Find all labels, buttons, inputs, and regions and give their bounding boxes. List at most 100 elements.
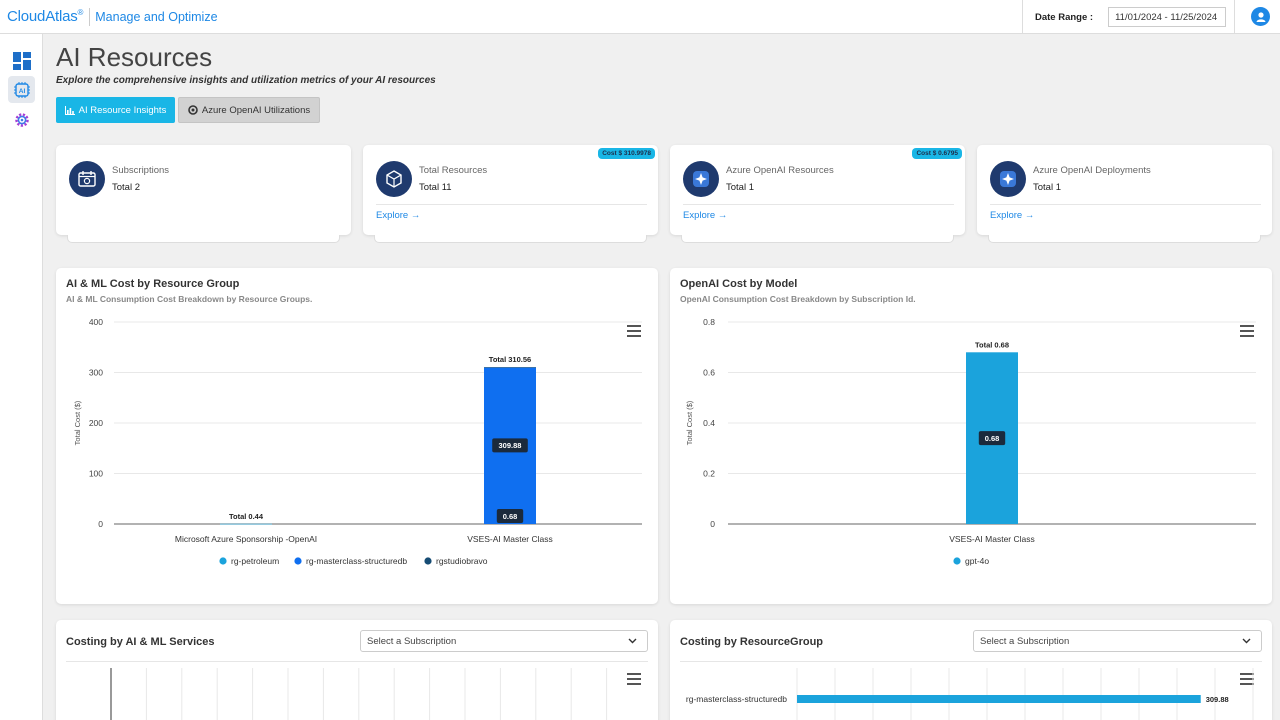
brand-subtitle: Manage and Optimize xyxy=(95,9,218,24)
top-bar: CloudAtlas® Manage and Optimize Date Ran… xyxy=(0,0,1280,34)
chevron-down-icon xyxy=(628,638,637,644)
panel-title: Costing by ResourceGroup xyxy=(680,636,824,648)
legend-marker xyxy=(219,557,227,565)
y-tick-label: 0 xyxy=(98,519,103,529)
data-label: 309.88 xyxy=(1206,695,1229,704)
chart-menu-icon[interactable] xyxy=(627,673,641,685)
panel-subtitle: AI & ML Consumption Cost Breakdown by Re… xyxy=(66,294,313,304)
card-shadow xyxy=(67,235,340,243)
panel-title: OpenAI Cost by Model xyxy=(680,278,798,290)
dashboard-icon xyxy=(12,51,31,70)
sidebar-item-settings[interactable] xyxy=(8,106,35,133)
panel-subtitle: OpenAI Consumption Cost Breakdown by Sub… xyxy=(680,294,916,304)
data-label-bg xyxy=(492,438,528,453)
y-tick-label: 0.2 xyxy=(703,469,715,479)
gear-icon xyxy=(14,112,29,127)
tab-label: Azure OpenAI Utilizations xyxy=(201,104,311,116)
chart-resourcegroup-bars: rg-masterclass-structuredb 309.88 xyxy=(686,668,1254,720)
chart-menu-icon[interactable] xyxy=(1240,673,1254,685)
brand-divider xyxy=(89,7,91,26)
x-tick-label: Microsoft Azure Sponsorship -OpenAI xyxy=(175,534,317,544)
card-azure-openai-deployments: Azure OpenAI Deployments Total 1 Explore… xyxy=(977,145,1272,235)
explore-link[interactable]: Explore → xyxy=(683,210,728,221)
card-title: Subscriptions xyxy=(112,165,170,176)
chart-menu-icon[interactable] xyxy=(1240,325,1254,337)
legend-label: rg-masterclass-structuredb xyxy=(306,556,407,566)
explore-link[interactable]: Explore → xyxy=(990,210,1035,221)
date-range-input[interactable]: 11/01/2024 - 11/25/2024 xyxy=(1108,7,1227,27)
panel-services-cost: Costing by AI & ML Services Select a Sub… xyxy=(56,620,658,720)
bar-rg-petroleum xyxy=(220,523,272,525)
card-azure-openai-resources: Cost $ 0.6795 Azure OpenAI Resources Tot… xyxy=(670,145,965,235)
brand-logo[interactable]: CloudAtlas® xyxy=(7,8,84,25)
card-title: Azure OpenAI Deployments xyxy=(1033,165,1151,176)
panel-title: Costing by AI & ML Services xyxy=(66,636,215,648)
card-total: Total 2 xyxy=(112,182,140,193)
y-tick-label: rg-masterclass-structuredb xyxy=(686,694,787,704)
y-tick-label: 0.8 xyxy=(703,317,715,327)
legend-label: rgstudiobravo xyxy=(436,556,488,566)
bar-total-label: Total 0.44 xyxy=(229,512,264,521)
openai-icon xyxy=(990,161,1026,197)
card-divider xyxy=(376,204,647,205)
legend-label: rg-petroleum xyxy=(231,556,279,566)
card-title: Total Resources xyxy=(419,165,488,176)
page-subtitle: Explore the comprehensive insights and u… xyxy=(56,75,436,86)
card-shadow xyxy=(374,235,647,243)
panel-divider xyxy=(66,661,648,662)
panel-rg-cost: AI & ML Cost by Resource Group AI & ML C… xyxy=(56,268,658,604)
sidebar: AI xyxy=(0,34,43,720)
y-tick-label: 400 xyxy=(89,317,103,327)
card-total-resources: Cost $ 310.9978 Total Resources Total 11… xyxy=(363,145,658,235)
sidebar-item-dashboard[interactable] xyxy=(8,47,35,74)
openai-logo-icon xyxy=(188,105,198,115)
tab-azure-openai-utilizations[interactable]: Azure OpenAI Utilizations xyxy=(178,97,320,123)
chevron-down-icon xyxy=(1242,638,1251,644)
tab-label: AI Resource Insights xyxy=(78,104,167,116)
page-title: AI Resources xyxy=(56,42,213,72)
card-total: Total 11 xyxy=(419,182,452,193)
data-label: 309.88 xyxy=(499,441,522,450)
legend-marker xyxy=(294,557,302,565)
bar-total-label: Total 310.56 xyxy=(489,355,531,364)
y-tick-label: 0.6 xyxy=(703,368,715,378)
y-axis-title: Total Cost ($) xyxy=(73,400,82,445)
card-divider xyxy=(990,204,1261,205)
explore-link[interactable]: Explore → xyxy=(376,210,421,221)
card-divider xyxy=(683,204,954,205)
user-avatar-icon[interactable] xyxy=(1251,7,1270,26)
panel-resourcegroup-cost: Costing by ResourceGroup Select a Subscr… xyxy=(670,620,1272,720)
bar-total-label: Total 0.68 xyxy=(975,340,1009,349)
subscription-select[interactable]: Select a Subscription xyxy=(360,630,648,652)
subscription-select[interactable]: Select a Subscription xyxy=(973,630,1262,652)
sidebar-item-ai-resources[interactable]: AI xyxy=(8,76,35,103)
chart-menu-icon[interactable] xyxy=(627,325,641,337)
card-shadow xyxy=(681,235,954,243)
cost-badge: Cost $ 310.9978 xyxy=(598,148,655,159)
date-range-label: Date Range : xyxy=(1035,11,1094,23)
ai-chip-icon: AI xyxy=(13,81,30,98)
legend-marker xyxy=(424,557,432,565)
panel-title: AI & ML Cost by Resource Group xyxy=(66,278,240,290)
card-title: Azure OpenAI Resources xyxy=(726,165,834,176)
chart-rg-cost: 0 100 200 300 400 Total Cost ($) Total 0.44 Mic… xyxy=(73,317,642,566)
svg-text:AI: AI xyxy=(18,88,25,95)
card-total: Total 1 xyxy=(1033,182,1061,193)
panel-divider xyxy=(680,661,1262,662)
select-value: Select a Subscription xyxy=(980,635,1070,647)
y-tick-label: 200 xyxy=(89,418,103,428)
x-tick-label: VSES-AI Master Class xyxy=(949,534,1035,544)
bar xyxy=(797,695,1201,703)
legend-marker xyxy=(953,557,961,565)
select-value: Select a Subscription xyxy=(367,635,457,647)
data-label: 0.68 xyxy=(503,512,518,521)
y-tick-label: 100 xyxy=(89,469,103,479)
y-tick-label: 0 xyxy=(710,519,715,529)
panel-model-cost: OpenAI Cost by Model OpenAI Consumption … xyxy=(670,268,1272,604)
y-tick-label: 300 xyxy=(89,368,103,378)
chart-model-cost: 0 0.2 0.4 0.6 0.8 Total Cost ($) Total 0.68 VSE… xyxy=(685,317,1256,566)
subscription-icon xyxy=(69,161,105,197)
y-tick-label: 0.4 xyxy=(703,418,715,428)
card-subscriptions: Subscriptions Total 2 xyxy=(56,145,351,235)
tab-ai-resource-insights[interactable]: AI Resource Insights xyxy=(56,97,175,123)
